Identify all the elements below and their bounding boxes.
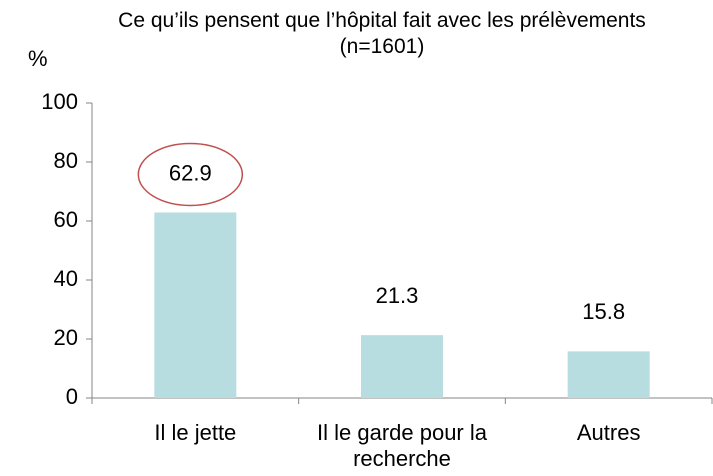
y-tick-label: 60 bbox=[54, 207, 78, 232]
bar bbox=[361, 335, 443, 398]
y-tick-label: 0 bbox=[66, 384, 78, 409]
data-label: 21.3 bbox=[376, 283, 419, 308]
x-tick-label: Autres bbox=[576, 420, 641, 445]
y-axis-label: % bbox=[28, 46, 48, 71]
x-tick-label: Il le garde pour la recherche bbox=[317, 420, 487, 471]
x-tick-label: Il le jette bbox=[154, 420, 237, 445]
bar bbox=[154, 212, 237, 398]
data-label: 62.9 bbox=[169, 160, 212, 185]
y-tick-label: 40 bbox=[54, 266, 78, 291]
highlight-ring bbox=[137, 142, 244, 207]
chart-title: Ce qu’ils pensent que l’hôpital fait ave… bbox=[118, 9, 646, 58]
y-tick-label: 80 bbox=[54, 148, 78, 173]
bar bbox=[567, 351, 650, 398]
y-tick-label: 20 bbox=[54, 325, 78, 350]
y-tick-label: 100 bbox=[41, 89, 78, 114]
data-label: 15.8 bbox=[582, 299, 625, 324]
